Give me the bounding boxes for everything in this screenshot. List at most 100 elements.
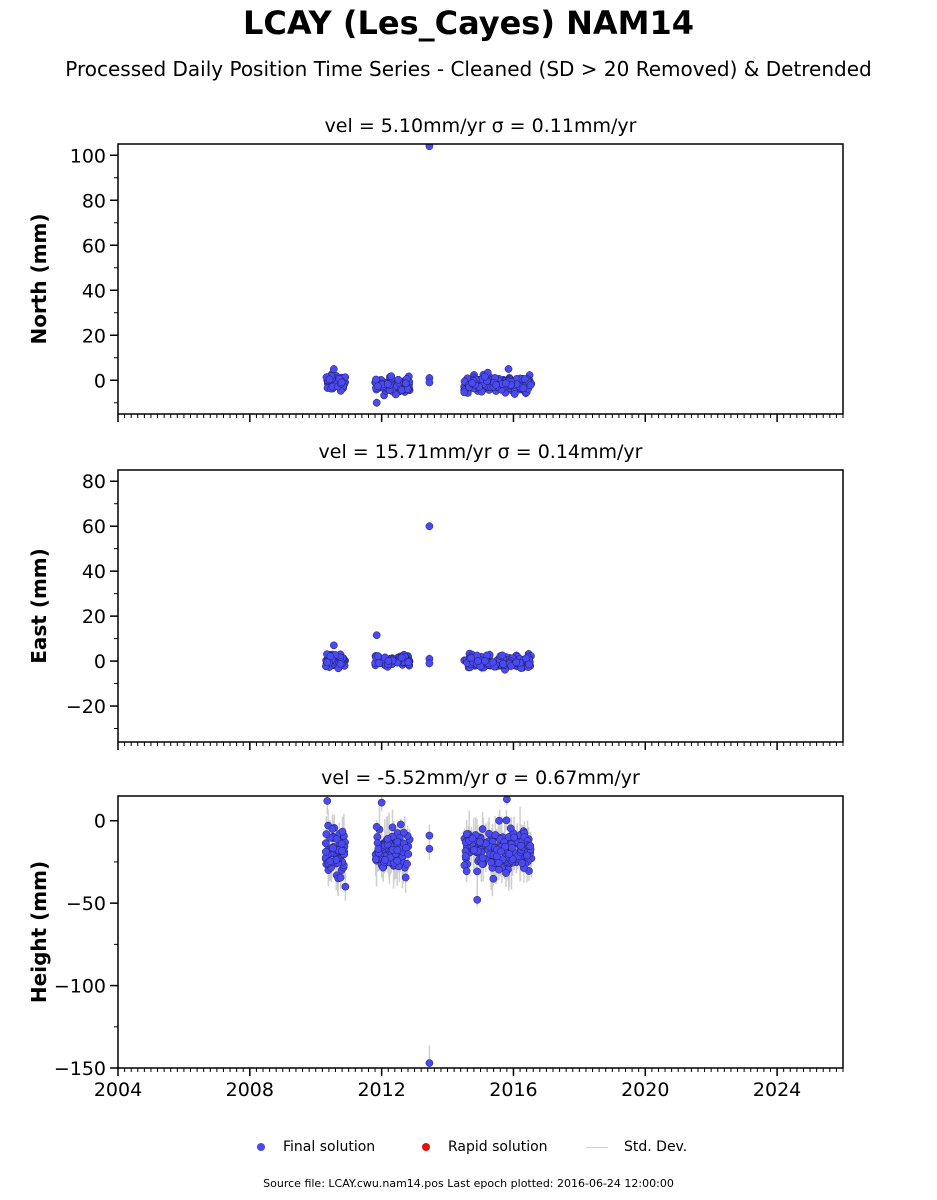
final-solution-point xyxy=(473,657,482,665)
final-solution-point xyxy=(504,365,513,373)
final-solution-point xyxy=(478,853,487,862)
y-tick-label: 80 xyxy=(82,190,106,212)
legend-final-label: Final solution xyxy=(283,1139,376,1155)
x-tick-label: 2016 xyxy=(489,1079,537,1101)
panel-title: vel = 15.71mm/yr σ = 0.14mm/yr xyxy=(319,441,643,463)
y-tick-label: 40 xyxy=(82,561,106,583)
final-solution-point xyxy=(387,372,396,381)
final-solution-point xyxy=(470,846,478,855)
x-tick-label: 2012 xyxy=(357,1079,405,1101)
final-solution-point xyxy=(330,641,338,650)
final-solution-point xyxy=(393,837,402,846)
final-solution-point xyxy=(396,820,405,829)
final-solution-point xyxy=(383,380,392,388)
final-solution-point xyxy=(502,869,510,877)
y-tick-label: 60 xyxy=(82,516,106,538)
final-solution-point xyxy=(322,830,331,838)
final-solution-point xyxy=(460,388,469,397)
final-solution-point xyxy=(323,658,332,667)
final-solution-point xyxy=(399,828,408,837)
final-solution-point xyxy=(478,825,487,833)
legend: Final solution Rapid solution Std. Dev. xyxy=(0,1136,937,1158)
final-solution-point xyxy=(526,842,535,850)
final-solution-point xyxy=(404,850,413,858)
final-solution-point xyxy=(332,835,341,843)
x-tick-label: 2024 xyxy=(753,1079,801,1101)
y-tick-label: −20 xyxy=(66,696,106,718)
final-solution-point xyxy=(494,859,503,867)
final-solution-point xyxy=(425,378,434,387)
final-solution-point xyxy=(323,797,332,805)
final-solution-point xyxy=(383,834,392,843)
final-solution-point xyxy=(425,659,434,668)
plot-frame xyxy=(117,469,844,743)
final-solution-point xyxy=(462,830,471,838)
final-solution-point xyxy=(388,823,397,832)
legend-std: Std. Dev. xyxy=(586,1136,687,1158)
panel-1: vel = 5.10mm/yr σ = 0.11mm/yr North (mm) 0… xyxy=(27,115,844,422)
final-solution-point xyxy=(516,841,525,850)
final-solution-point xyxy=(393,856,402,865)
y-tick-label: 80 xyxy=(82,471,106,493)
final-solution-point xyxy=(473,896,482,904)
panel-title: vel = 5.10mm/yr σ = 0.11mm/yr xyxy=(325,115,637,137)
final-solution-point xyxy=(425,1059,434,1067)
final-solution-point xyxy=(497,847,505,856)
final-solution-point xyxy=(505,850,514,858)
final-solution-point xyxy=(523,851,531,860)
final-solution-point xyxy=(329,844,337,852)
final-solution-point xyxy=(374,652,383,661)
chart-title: LCAY (Les_Cayes) NAM14 xyxy=(242,4,695,42)
final-solution-point xyxy=(425,831,434,840)
y-tick-label: −150 xyxy=(54,1058,106,1080)
final-solution-point xyxy=(425,844,434,853)
y-tick-label: −50 xyxy=(66,893,106,915)
final-solution-point xyxy=(461,852,470,861)
x-tick-label: 2008 xyxy=(226,1079,274,1101)
y-axis-label: East (mm) xyxy=(27,548,51,664)
y-tick-label: 0 xyxy=(94,651,106,673)
final-solution-point xyxy=(512,658,521,667)
y-tick-label: 100 xyxy=(70,145,106,167)
std-dev-line-marker xyxy=(586,1146,608,1148)
final-solution-point xyxy=(403,860,411,868)
final-solution-point xyxy=(501,379,510,388)
final-solution-point xyxy=(397,653,406,662)
final-solution-point xyxy=(487,858,495,867)
final-solution-point xyxy=(328,825,337,833)
final-solution-point xyxy=(341,882,350,891)
final-solution-point xyxy=(384,657,393,665)
final-solution-point xyxy=(401,379,410,388)
final-solution-point xyxy=(336,660,345,668)
final-solution-point xyxy=(492,381,500,389)
final-solution-point xyxy=(321,839,330,848)
y-tick-label: 0 xyxy=(94,370,106,392)
final-solution-point xyxy=(518,859,527,867)
final-solution-point xyxy=(372,822,381,831)
final-solution-point xyxy=(372,375,380,384)
final-solution-point xyxy=(467,654,476,662)
final-solution-point xyxy=(425,144,434,151)
final-solution-point xyxy=(326,652,335,661)
data-layer xyxy=(321,796,536,1068)
final-solution-point xyxy=(462,867,471,876)
final-solution-point xyxy=(485,829,493,838)
final-solution-point xyxy=(338,827,347,836)
final-solution-point xyxy=(488,658,497,667)
final-solution-point xyxy=(495,865,503,874)
final-solution-point xyxy=(506,824,515,833)
final-solution-point xyxy=(480,372,489,381)
rapid-solution-marker xyxy=(422,1143,430,1151)
data-layer xyxy=(322,521,535,674)
final-solution-point xyxy=(326,857,334,866)
y-tick-label: 60 xyxy=(82,235,106,257)
final-solution-point xyxy=(401,873,410,882)
final-solution-point xyxy=(404,658,413,667)
y-tick-label: 0 xyxy=(94,811,106,833)
y-tick-label: −100 xyxy=(54,976,106,998)
final-solution-point xyxy=(373,382,382,391)
final-solution-point xyxy=(526,381,535,390)
x-tick-label: 2004 xyxy=(94,1079,142,1101)
final-solution-point xyxy=(375,659,383,668)
